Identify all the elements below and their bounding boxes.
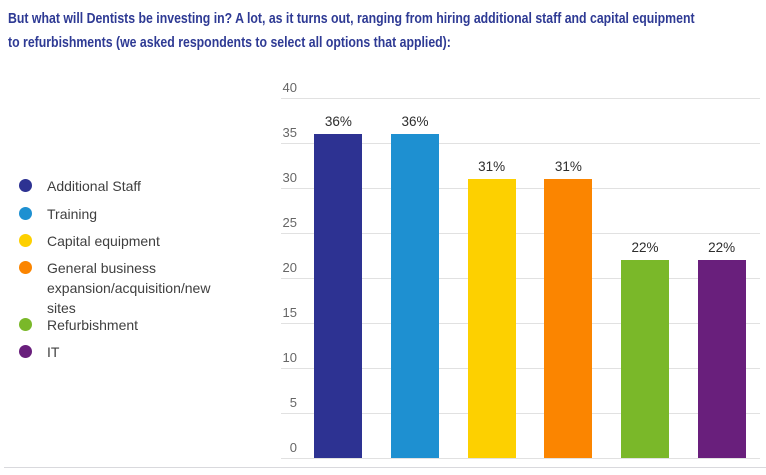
gridline-10 [281,368,760,369]
y-axis-tick-label-15: 15 [282,305,297,320]
gridline-5 [281,413,760,414]
legend-item-refurbishment: Refurbishment [19,315,242,335]
legend-item-label: IT [47,344,60,360]
gridline-0 [281,458,760,459]
gridline-30 [281,188,760,189]
bar-value-label-refurbishment: 22% [631,240,659,255]
bar-capital-equipment [467,179,516,458]
y-axis-tick-label-30: 30 [282,170,297,185]
legend-swatch-icon [19,261,32,274]
y-axis-tick-label-10: 10 [282,350,297,365]
y-axis-tick-label-25: 25 [282,215,297,230]
y-axis-tick-label-0: 0 [289,440,297,455]
legend-item-label: Training [47,205,98,222]
bar-it [697,260,746,458]
y-axis-tick-label-5: 5 [289,395,297,410]
bar-value-label-training: 36% [401,114,429,129]
gridline-40 [281,98,760,99]
y-axis-tick-label-20: 20 [282,260,297,275]
legend-item-label: Capital equipment [47,233,160,249]
legend-swatch-icon [19,234,32,247]
gridline-35 [281,143,760,144]
bar-training [391,134,439,458]
title-line-2: to refurbishments (we asked respondents … [8,34,451,51]
legend-item-label: General business expansion/acquisition/n… [47,260,211,316]
gridline-20 [281,278,760,279]
bar-general-business-expansion-acquisition-new-sites [544,179,593,458]
gridline-25 [281,233,760,234]
legend-item-additional-staff: Additional Staff [19,176,242,196]
bar-value-label-capital-equipment: 31% [478,159,506,174]
legend-swatch-icon [19,345,32,358]
legend-item-general-business-expansion-acquisition-new-sites: General business expansion/acquisition/n… [19,258,242,318]
bar-refurbishment [621,260,669,458]
legend-swatch-icon [19,179,32,192]
legend-item-label: Refurbishment [47,316,139,333]
legend-item-training: Training [19,204,242,224]
legend-item-capital-equipment: Capital equipment [19,231,242,251]
bar-value-label-general-business-expansion-acquisition-new-sites: 31% [554,159,582,174]
legend-swatch-icon [19,317,32,331]
bar-value-label-it: 22% [708,240,736,255]
legend-item-it: IT [19,342,242,362]
legend-swatch-icon [19,206,32,220]
legend-item-label: Additional Staff [47,178,141,194]
y-axis-tick-label-35: 35 [282,125,297,140]
chart-bottom-divider [4,467,766,468]
bar-value-label-additional-staff: 36% [324,114,352,129]
bar-additional-staff [314,134,363,458]
gridline-15 [281,323,760,324]
title-line-1: But what will Dentists be investing in? … [8,10,695,27]
y-axis-tick-label-40: 40 [282,80,297,95]
page-title: But what will Dentists be investing in? … [8,7,766,55]
